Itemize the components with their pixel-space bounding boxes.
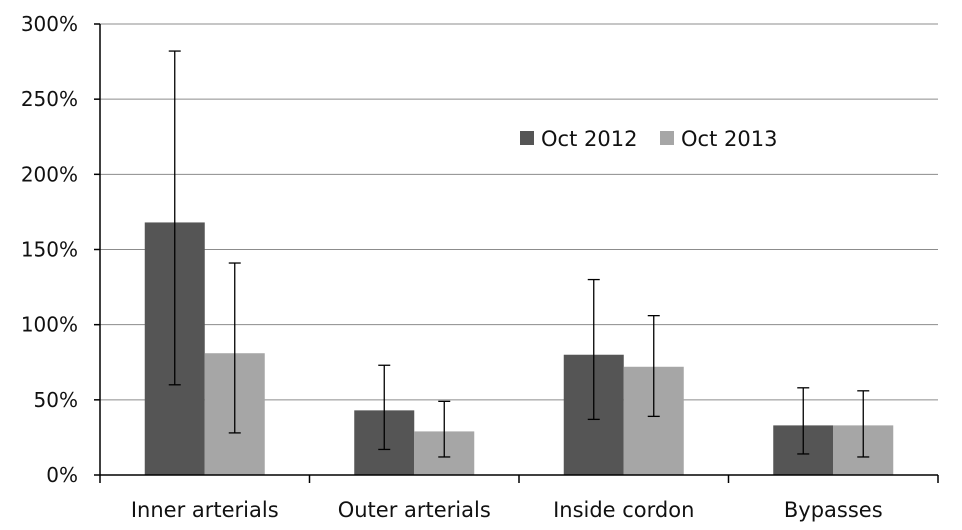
error-bar-oct-2012-inside-cordon <box>587 278 600 421</box>
legend-swatch-oct-2012 <box>520 131 534 145</box>
error-bar-oct-2013-bypasses <box>857 390 870 458</box>
y-tick-label: 150% <box>21 238 78 262</box>
x-tick-label-bypasses: Bypasses <box>784 498 883 522</box>
x-tick-label-inside-cordon: Inside cordon <box>553 498 694 522</box>
legend-swatch-oct-2013 <box>660 131 674 145</box>
error-bars <box>168 50 870 458</box>
bars <box>144 222 894 475</box>
y-tick-label: 200% <box>21 162 78 186</box>
x-axis-ticks: Inner arterials Outer arterials Inside cor… <box>99 475 939 522</box>
error-bar-oct-2012-outer-arterials <box>378 364 391 451</box>
error-bar-oct-2013-inside-cordon <box>647 314 660 418</box>
y-tick-label: 0% <box>46 463 78 487</box>
error-bar-oct-2013-outer-arterials <box>438 400 451 458</box>
x-tick-label-outer-arterials: Outer arterials <box>338 498 491 522</box>
y-tick-label: 300% <box>21 12 78 36</box>
error-bar-oct-2012-inner-arterials <box>168 50 181 386</box>
legend-label-oct-2013: Oct 2013 <box>681 127 777 151</box>
y-tick-label: 100% <box>21 313 78 337</box>
error-bar-oct-2013-inner-arterials <box>228 262 241 434</box>
y-tick-label: 250% <box>21 87 78 111</box>
gridlines <box>100 23 938 401</box>
y-axis-ticks: 0% 50% 100% 150% 200% 250% 300% <box>21 12 100 487</box>
x-tick-label-inner-arterials: Inner arterials <box>131 498 279 522</box>
legend: Oct 2012 Oct 2013 <box>520 127 777 151</box>
y-tick-label: 50% <box>34 388 78 412</box>
legend-label-oct-2012: Oct 2012 <box>541 127 637 151</box>
error-bar-oct-2012-bypasses <box>797 387 810 455</box>
